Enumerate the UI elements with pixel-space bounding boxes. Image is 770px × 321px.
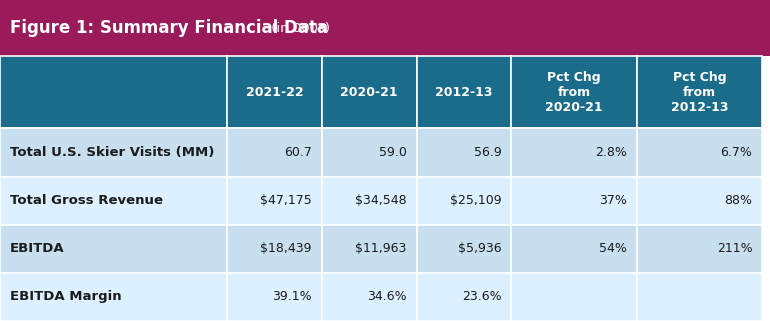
Text: $25,109: $25,109 [450, 194, 501, 207]
Text: 23.6%: 23.6% [462, 291, 501, 303]
Bar [227, 128, 322, 177]
Bar [322, 225, 417, 273]
Bar [511, 56, 637, 128]
Text: Total Gross Revenue: Total Gross Revenue [10, 194, 163, 207]
Bar [322, 56, 417, 128]
Text: Pct Chg
from
2020-21: Pct Chg from 2020-21 [545, 71, 603, 114]
Bar [417, 128, 511, 177]
Bar [417, 225, 511, 273]
Bar [511, 225, 637, 273]
Text: Pct Chg
from
2012-13: Pct Chg from 2012-13 [671, 71, 728, 114]
Bar [227, 225, 322, 273]
Text: (in 000s): (in 000s) [267, 22, 330, 35]
Text: 2021-22: 2021-22 [246, 86, 303, 99]
Text: 211%: 211% [717, 242, 752, 255]
Bar [417, 177, 511, 225]
Text: EBITDA: EBITDA [10, 242, 65, 255]
Bar [0, 56, 227, 128]
Text: 39.1%: 39.1% [273, 291, 312, 303]
Text: $34,548: $34,548 [355, 194, 407, 207]
Bar [227, 273, 322, 321]
Text: 2012-13: 2012-13 [435, 86, 493, 99]
Bar [0, 0, 770, 56]
Bar [637, 56, 762, 128]
Bar [227, 56, 322, 128]
Bar [0, 128, 227, 177]
Bar [511, 273, 637, 321]
Text: 59.0: 59.0 [379, 146, 407, 159]
Bar [322, 128, 417, 177]
Bar [227, 177, 322, 225]
Text: $5,936: $5,936 [457, 242, 501, 255]
Bar [637, 177, 762, 225]
Bar [417, 56, 511, 128]
Bar [0, 177, 227, 225]
Text: 88%: 88% [725, 194, 752, 207]
Text: $11,963: $11,963 [355, 242, 407, 255]
Text: $47,175: $47,175 [260, 194, 312, 207]
Bar [322, 273, 417, 321]
Text: 54%: 54% [599, 242, 627, 255]
Bar [0, 225, 227, 273]
Text: $18,439: $18,439 [260, 242, 312, 255]
Bar [0, 273, 227, 321]
Bar [637, 273, 762, 321]
Text: 37%: 37% [599, 194, 627, 207]
Text: 6.7%: 6.7% [721, 146, 752, 159]
Text: 2020-21: 2020-21 [340, 86, 398, 99]
Text: 60.7: 60.7 [284, 146, 312, 159]
Bar [511, 177, 637, 225]
Text: Total U.S. Skier Visits (MM): Total U.S. Skier Visits (MM) [10, 146, 214, 159]
Text: 56.9: 56.9 [474, 146, 501, 159]
Bar [637, 225, 762, 273]
Bar [322, 177, 417, 225]
Bar [417, 273, 511, 321]
Text: 34.6%: 34.6% [367, 291, 407, 303]
Text: Figure 1: Summary Financial Data: Figure 1: Summary Financial Data [10, 19, 328, 37]
Bar [637, 128, 762, 177]
Bar [511, 128, 637, 177]
Text: EBITDA Margin: EBITDA Margin [10, 291, 122, 303]
Text: 2.8%: 2.8% [595, 146, 627, 159]
